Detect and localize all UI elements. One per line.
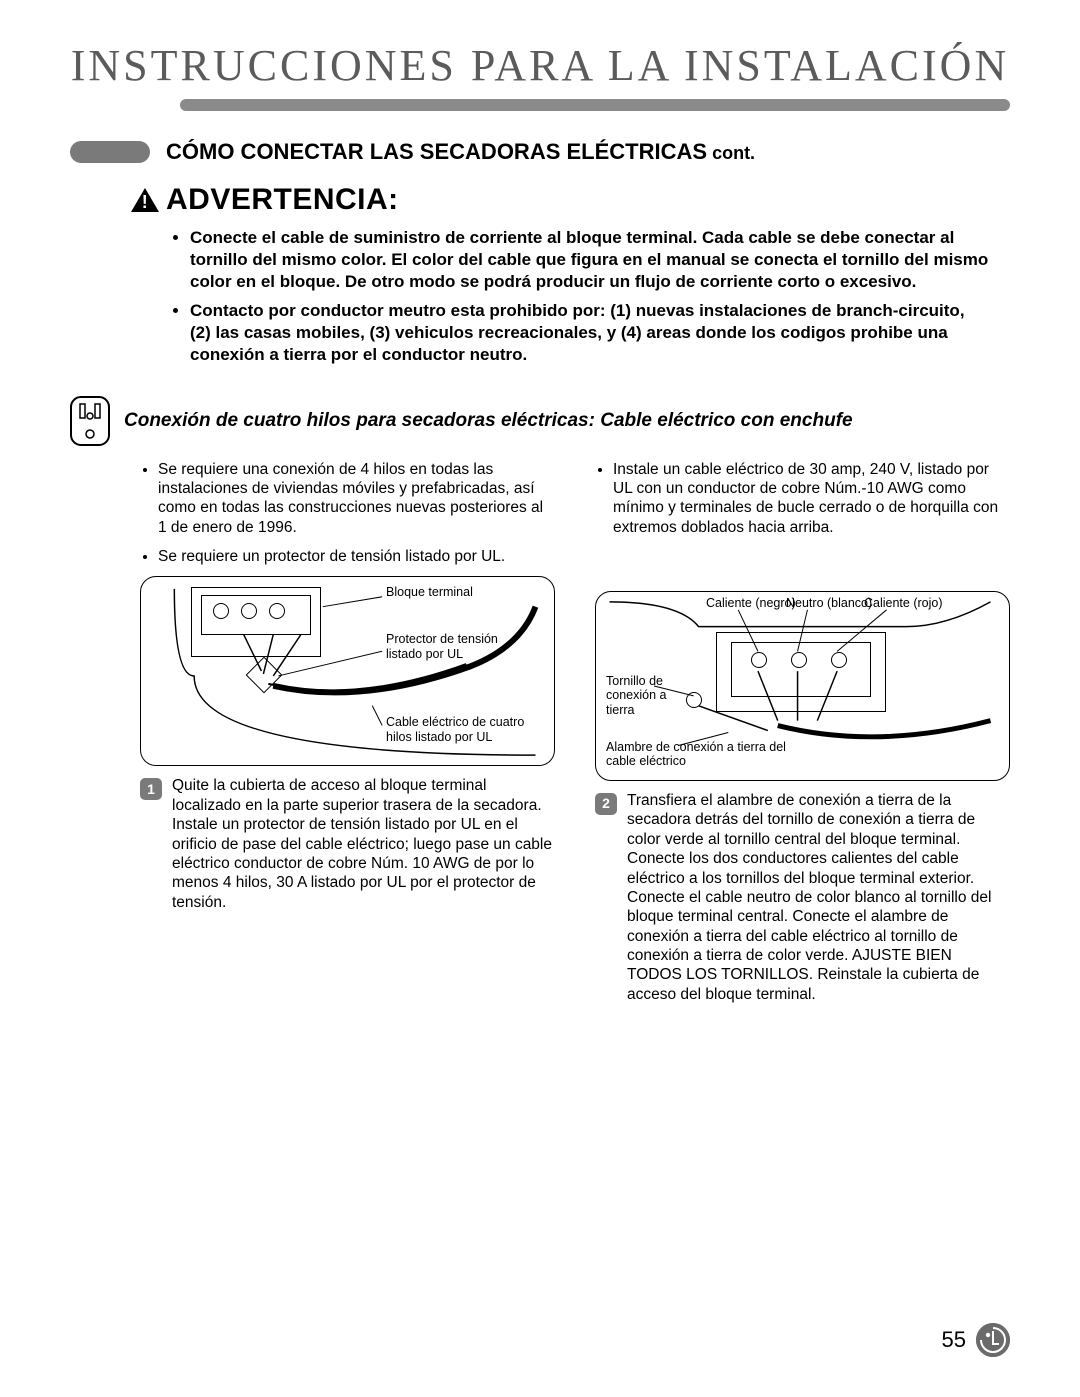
plug-icon <box>70 396 110 446</box>
right-bullets: Instale un cable eléctrico de 30 amp, 24… <box>613 460 1010 538</box>
step-badge: 2 <box>595 793 617 815</box>
section-heading-row: CÓMO CONECTAR LAS SECADORAS ELÉCTRICAS c… <box>70 139 1010 165</box>
step-1-row: 1 Quite la cubierta de acceso al bloque … <box>140 776 555 912</box>
warning-item: Contacto por conductor meutro esta prohi… <box>190 300 1010 365</box>
diagram-label: Bloque terminal <box>386 585 473 599</box>
diagram-label: Alambre de conexión a tierra del cable e… <box>606 740 786 769</box>
step-2-text: Transfiera el alambre de conexión a tier… <box>627 791 1010 1004</box>
list-item: Se requiere un protector de tensión list… <box>158 547 555 566</box>
diagram-1: Bloque terminal Protector de tensión lis… <box>140 576 555 766</box>
step-2-row: 2 Transfiera el alambre de conexión a ti… <box>595 791 1010 1004</box>
horizontal-rule <box>180 99 1010 111</box>
section-pill <box>70 141 150 163</box>
two-column-layout: Se requiere una conexión de 4 hilos en t… <box>140 460 1010 1005</box>
step-badge: 1 <box>140 778 162 800</box>
warning-item: Conecte el cable de suministro de corrie… <box>190 227 1010 292</box>
warning-triangle-icon: ! <box>130 187 160 213</box>
diagram-label: Tornillo de conexión a tierra <box>606 674 696 717</box>
warning-title-text: ADVERTENCIA: <box>166 183 399 217</box>
step-1-text: Quite la cubierta de acceso al bloque te… <box>172 776 555 912</box>
section-heading-cont: cont. <box>707 143 755 163</box>
page-footer: 55 <box>942 1323 1010 1357</box>
warning-block: ! ADVERTENCIA: Conecte el cable de sumin… <box>130 183 1010 366</box>
lg-logo-icon <box>976 1323 1010 1357</box>
subsection-title: Conexión de cuatro hilos para secadoras … <box>124 410 853 432</box>
diagram-2: Caliente (negro) Neutro (blanco) Calient… <box>595 591 1010 781</box>
section-heading: CÓMO CONECTAR LAS SECADORAS ELÉCTRICAS c… <box>166 139 755 165</box>
page-title: INSTRUCCIONES PARA LA INSTALACIÓN <box>70 40 1010 91</box>
diagram-label: Cable eléctrico de cuatro hilos listado … <box>386 715 536 744</box>
diagram-label: Protector de tensión listado por UL <box>386 632 536 661</box>
subsection-row: Conexión de cuatro hilos para secadoras … <box>70 396 1010 446</box>
svg-text:!: ! <box>142 192 149 212</box>
page-number: 55 <box>942 1327 966 1353</box>
warning-list: Conecte el cable de suministro de corrie… <box>190 227 1010 366</box>
list-item: Instale un cable eléctrico de 30 amp, 24… <box>613 460 1010 538</box>
diagram-label: Caliente (rojo) <box>864 596 943 610</box>
section-heading-text: CÓMO CONECTAR LAS SECADORAS ELÉCTRICAS <box>166 139 707 164</box>
left-column: Se requiere una conexión de 4 hilos en t… <box>140 460 555 1005</box>
left-bullets: Se requiere una conexión de 4 hilos en t… <box>158 460 555 567</box>
warning-title-row: ! ADVERTENCIA: <box>130 183 1010 217</box>
diagram-label: Caliente (negro) <box>706 596 796 610</box>
list-item: Se requiere una conexión de 4 hilos en t… <box>158 460 555 538</box>
diagram-label: Neutro (blanco) <box>786 596 872 610</box>
right-column: Instale un cable eléctrico de 30 amp, 24… <box>595 460 1010 1005</box>
